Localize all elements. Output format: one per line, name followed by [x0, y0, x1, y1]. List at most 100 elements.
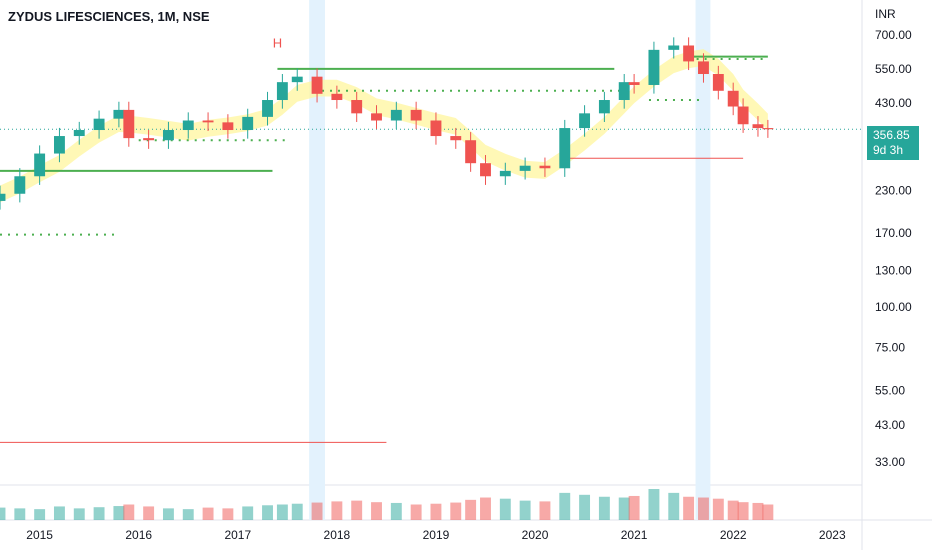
- candle-body-37: [683, 45, 695, 62]
- volume-bar-31: [579, 494, 591, 520]
- x-tick-label-6: 2021: [621, 528, 648, 542]
- last-price-tag: 356.85 9d 3h: [867, 126, 919, 160]
- volume-bar-14: [262, 505, 273, 520]
- volume-bar-4: [73, 508, 85, 520]
- x-tick-label-1: 2016: [125, 528, 152, 542]
- candle-body-9: [162, 130, 174, 141]
- volume-bar-11: [202, 507, 214, 520]
- volume-bar-15: [276, 504, 288, 520]
- candle-body-12: [222, 122, 234, 131]
- volume-bar-16: [291, 503, 303, 520]
- volume-bar-13: [242, 506, 254, 520]
- candle-body-1: [14, 176, 26, 194]
- y-tick-label-4: 230.00: [875, 184, 912, 198]
- volume-bar-12: [222, 508, 234, 520]
- candle-body-31: [579, 113, 591, 129]
- candle-body-38: [698, 61, 709, 75]
- volume-bar-33: [618, 497, 630, 520]
- volume-bar-2: [34, 509, 46, 520]
- volume-bar-23: [430, 503, 442, 520]
- volume-bar-0: [0, 507, 6, 520]
- candle-body-6: [113, 109, 125, 119]
- candle-body-26: [480, 163, 491, 177]
- volume-bar-37: [683, 496, 695, 520]
- candle-body-24: [450, 136, 462, 141]
- volume-bar-30: [559, 492, 571, 520]
- volume-bar-34: [628, 495, 640, 520]
- candle-body-11: [202, 120, 214, 123]
- volume-bar-7: [123, 504, 135, 520]
- volume-bar-35: [648, 489, 660, 520]
- y-tick-label-1: 550.00: [875, 62, 912, 76]
- volume-bar-17: [311, 502, 323, 520]
- candle-body-5: [93, 118, 105, 131]
- candle-body-15: [276, 82, 288, 101]
- volume-bar-8: [143, 506, 155, 520]
- highlight-band-0: [309, 0, 325, 520]
- candle-body-0: [0, 193, 6, 201]
- candle-body-25: [465, 140, 477, 164]
- volume-bar-27: [499, 498, 511, 520]
- candle-body-30: [559, 128, 571, 169]
- volume-bar-5: [93, 507, 105, 520]
- volume-bar-22: [410, 504, 422, 520]
- chart-title: ZYDUS LIFESCIENCES, 1M, NSE: [8, 9, 210, 24]
- volume-bar-29: [539, 501, 551, 520]
- last-price-value: 356.85: [873, 128, 910, 142]
- volume-bar-21: [390, 502, 402, 520]
- x-tick-label-2: 2017: [224, 528, 251, 542]
- candle-body-17: [311, 76, 323, 94]
- candle-body-29: [539, 165, 551, 169]
- candle-body-18: [331, 93, 343, 101]
- candle-body-8: [143, 138, 155, 141]
- volume-bar-19: [351, 500, 363, 520]
- candle-body-34: [628, 82, 640, 85]
- x-tick-label-5: 2020: [522, 528, 549, 542]
- volume-bar-40: [727, 500, 739, 520]
- price-axis-unit: INR: [875, 7, 896, 21]
- y-tick-label-0: 700.00: [875, 28, 912, 42]
- candle-body-13: [242, 116, 254, 131]
- candle-body-40: [727, 90, 739, 107]
- x-tick-label-4: 2019: [423, 528, 450, 542]
- volume-bar-28: [519, 500, 531, 520]
- volume-bar-42: [752, 502, 764, 520]
- countdown-label: 9d 3h: [873, 143, 904, 157]
- volume-bar-10: [182, 509, 194, 520]
- candle-body-3: [53, 136, 65, 154]
- volume-bar-24: [450, 502, 462, 520]
- candle-body-10: [182, 120, 194, 131]
- candle-body-27: [499, 170, 511, 177]
- candle-body-41: [737, 106, 749, 125]
- y-tick-label-7: 100.00: [875, 300, 912, 314]
- candle-body-20: [371, 113, 382, 121]
- volume-bar-41: [737, 502, 749, 520]
- candle-body-14: [262, 100, 273, 117]
- candle-body-2: [34, 153, 46, 177]
- candle-body-19: [351, 100, 363, 114]
- candle-body-23: [430, 120, 442, 137]
- y-tick-label-5: 170.00: [875, 226, 912, 240]
- x-tick-label-3: 2018: [324, 528, 351, 542]
- candle-body-36: [668, 45, 680, 50]
- candle-body-28: [519, 165, 531, 171]
- candle-body-43: [762, 128, 774, 130]
- x-tick-label-8: 2023: [819, 528, 846, 542]
- candle-body-21: [390, 109, 402, 121]
- candle-body-16: [291, 76, 303, 83]
- volume-bar-3: [53, 506, 65, 520]
- volume-bar-9: [162, 508, 174, 520]
- y-tick-label-2: 430.00: [875, 96, 912, 110]
- candle-body-42: [752, 124, 764, 129]
- volume-bar-20: [371, 502, 382, 520]
- candle-body-22: [410, 109, 422, 121]
- volume-bar-43: [762, 504, 774, 520]
- x-tick-label-0: 2015: [26, 528, 53, 542]
- volume-bar-32: [598, 496, 610, 520]
- highlight-band-1: [695, 0, 711, 520]
- y-tick-label-8: 75.00: [875, 340, 905, 354]
- candle-body-7: [123, 109, 135, 139]
- y-tick-label-11: 33.00: [875, 455, 905, 469]
- y-tick-label-10: 43.00: [875, 418, 905, 432]
